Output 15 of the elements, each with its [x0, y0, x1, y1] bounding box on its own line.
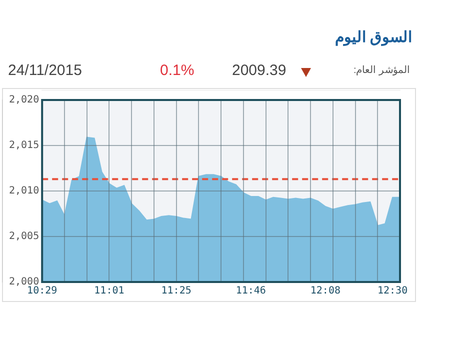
- text: 0.1%: [160, 62, 194, 79]
- text: 24/11/2015: [8, 62, 82, 79]
- y-tick-label: 2,010: [8, 186, 40, 197]
- x-tick-label: 11:46: [236, 286, 266, 297]
- chart-title: السوق اليوم: [334, 28, 412, 46]
- y-tick-label: 2,005: [8, 231, 40, 242]
- x-tick-label: 12:30: [377, 286, 408, 297]
- y-tick-label: 2,020: [8, 94, 40, 106]
- y-tick-label: 2,015: [8, 140, 40, 152]
- text: المؤشر العام:: [353, 64, 410, 76]
- text: 2009.39: [232, 62, 286, 79]
- x-tick-label: 12:08: [310, 286, 340, 297]
- x-tick-label: 10:29: [27, 286, 58, 297]
- x-tick-label: 11:25: [161, 286, 192, 297]
- x-tick-label: 11:01: [94, 286, 124, 297]
